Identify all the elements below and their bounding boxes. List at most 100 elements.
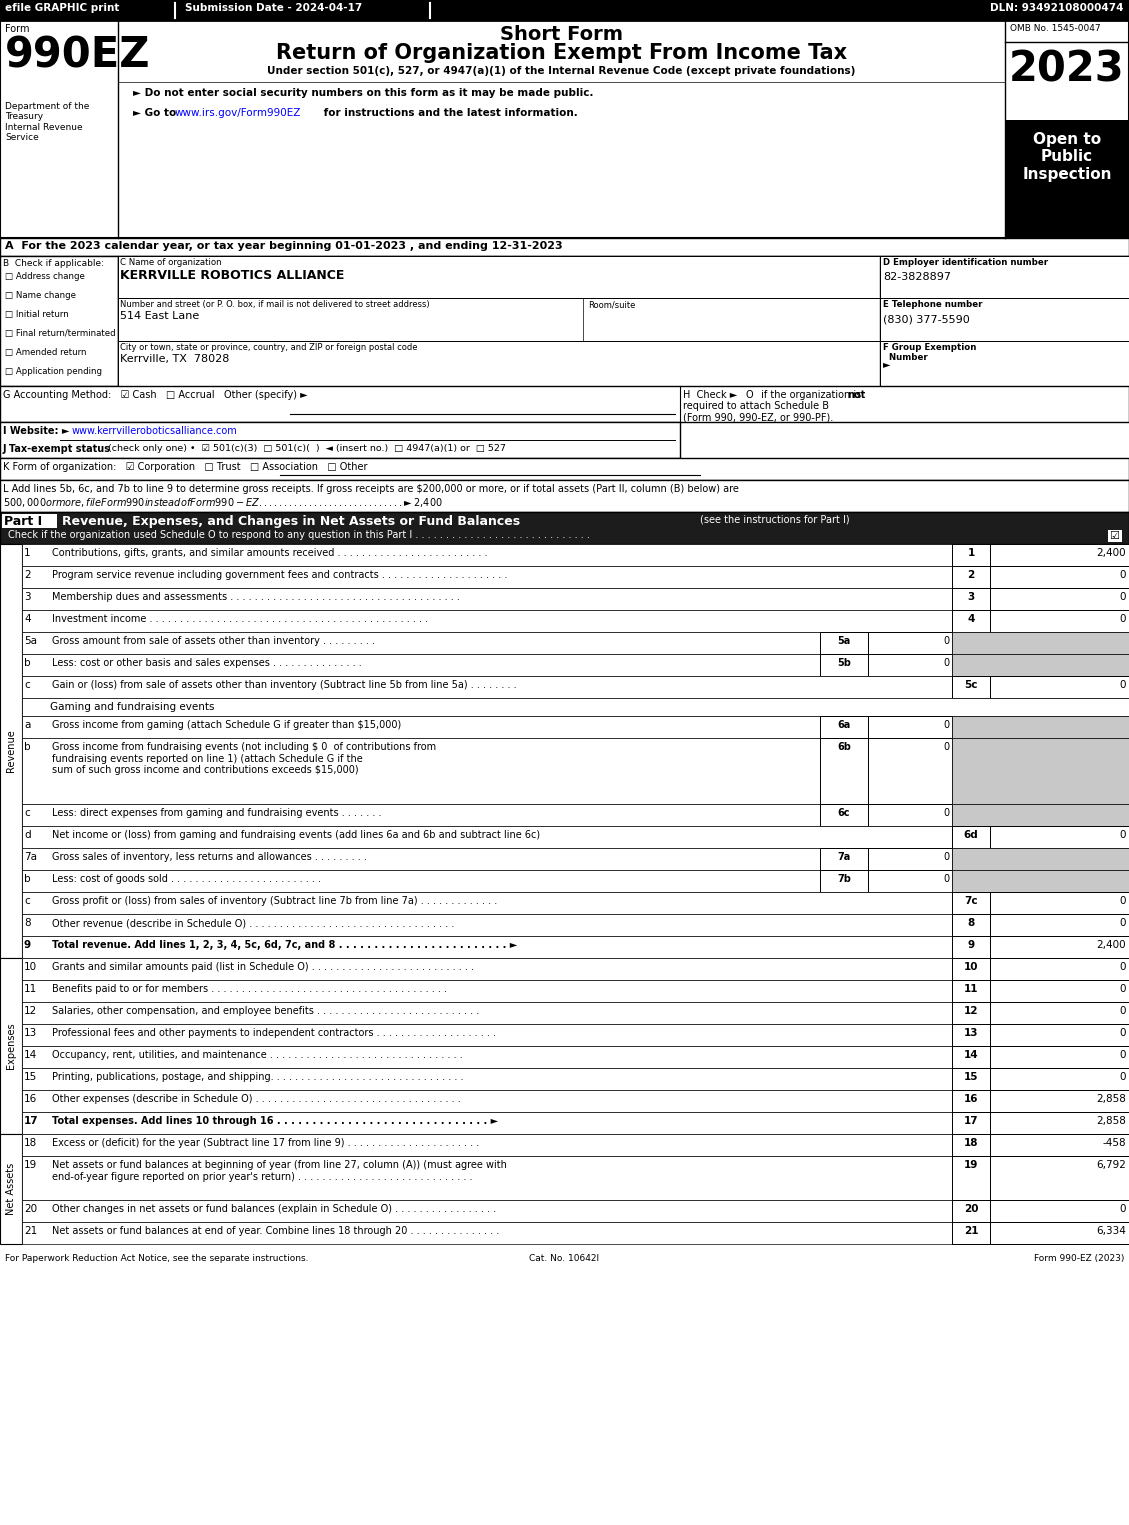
Text: K Form of organization:   ☑ Corporation   □ Trust   □ Association   □ Other: K Form of organization: ☑ Corporation □ … (3, 462, 368, 473)
Text: 4: 4 (968, 615, 974, 624)
Text: 20: 20 (964, 1205, 978, 1214)
Text: Gross amount from sale of assets other than inventory . . . . . . . . .: Gross amount from sale of assets other t… (52, 636, 375, 647)
Text: 0: 0 (1120, 984, 1126, 994)
Text: 6a: 6a (838, 720, 850, 730)
Bar (0, 958, 21, 1135)
Text: C Name of organization: C Name of organization (120, 258, 221, 267)
Bar (990, 544, 1129, 566)
Text: 5c: 5c (964, 680, 978, 689)
Bar (990, 936, 1129, 958)
Text: A  For the 2023 calendar year, or tax year beginning 01-01-2023 , and ending 12-: A For the 2023 calendar year, or tax yea… (5, 241, 562, 252)
Text: (830) 377-5590: (830) 377-5590 (883, 314, 970, 323)
Text: 0: 0 (1120, 570, 1126, 580)
Bar (0, 386, 1129, 422)
Bar (21, 1090, 1129, 1112)
Text: 21: 21 (964, 1226, 978, 1235)
Text: $500,000 or more, file Form 990 instead of Form 990-EZ . . . . . . . . . . . . .: $500,000 or more, file Form 990 instead … (3, 496, 443, 509)
Text: ►: ► (883, 358, 891, 369)
Text: Cat. No. 10642I: Cat. No. 10642I (530, 1254, 599, 1263)
Text: 18: 18 (24, 1138, 37, 1148)
Bar (990, 1200, 1129, 1222)
Text: Gross income from fundraising events (not including $ 0  of contributions from
f: Gross income from fundraising events (no… (52, 743, 436, 775)
Text: Net assets or fund balances at end of year. Combine lines 18 through 20 . . . . : Net assets or fund balances at end of ye… (52, 1226, 499, 1235)
Bar (820, 631, 868, 654)
Text: 0: 0 (1120, 680, 1126, 689)
Text: Return of Organization Exempt From Income Tax: Return of Organization Exempt From Incom… (275, 43, 847, 63)
Text: Short Form: Short Form (500, 24, 623, 44)
Bar (0, 422, 680, 457)
Bar (952, 804, 1129, 827)
Bar (990, 676, 1129, 698)
Text: Department of the
Treasury
Internal Revenue
Service: Department of the Treasury Internal Reve… (5, 102, 89, 142)
Text: ► Do not enter social security numbers on this form as it may be made public.: ► Do not enter social security numbers o… (133, 88, 594, 98)
Text: Number and street (or P. O. box, if mail is not delivered to street address): Number and street (or P. O. box, if mail… (120, 300, 430, 310)
Bar (990, 913, 1129, 936)
Bar (21, 804, 1129, 827)
Text: b: b (24, 874, 30, 884)
Bar (990, 1222, 1129, 1244)
Bar (820, 804, 868, 827)
Text: www.irs.gov/Form990EZ: www.irs.gov/Form990EZ (175, 108, 301, 117)
Text: 0: 0 (1120, 897, 1126, 906)
Text: 6c: 6c (838, 808, 850, 817)
Bar (868, 717, 952, 738)
Bar (21, 1023, 1129, 1046)
Bar (21, 936, 1129, 958)
Bar (21, 869, 1129, 892)
Text: Kerrville, TX  78028: Kerrville, TX 78028 (120, 354, 229, 364)
Text: 0: 0 (1120, 1051, 1126, 1060)
Text: J Tax-exempt status: J Tax-exempt status (3, 444, 111, 454)
Bar (21, 1112, 1129, 1135)
Text: Other changes in net assets or fund balances (explain in Schedule O) . . . . . .: Other changes in net assets or fund bala… (52, 1205, 496, 1214)
Bar (0, 480, 1129, 512)
Text: 0: 0 (1120, 830, 1126, 840)
Text: Total expenses. Add lines 10 through 16 . . . . . . . . . . . . . . . . . . . . : Total expenses. Add lines 10 through 16 … (52, 1116, 498, 1125)
Bar (0, 512, 1129, 544)
Bar (879, 297, 1129, 342)
Text: KERRVILLE ROBOTICS ALLIANCE: KERRVILLE ROBOTICS ALLIANCE (120, 268, 344, 282)
Bar (820, 738, 868, 804)
Bar (990, 1112, 1129, 1135)
Text: City or town, state or province, country, and ZIP or foreign postal code: City or town, state or province, country… (120, 343, 418, 352)
Bar (952, 654, 1129, 676)
Bar (990, 1090, 1129, 1112)
Text: 0: 0 (1120, 962, 1126, 971)
Bar (952, 566, 990, 589)
Text: Form 990-EZ (2023): Form 990-EZ (2023) (1034, 1254, 1124, 1263)
Text: 990EZ: 990EZ (5, 34, 150, 76)
Text: □ Application pending: □ Application pending (5, 368, 102, 377)
Text: 7a: 7a (24, 852, 37, 862)
Bar (952, 1002, 990, 1023)
Text: 1: 1 (968, 547, 974, 558)
Text: 3: 3 (24, 592, 30, 602)
Bar (952, 913, 990, 936)
Text: 12: 12 (24, 1006, 37, 1016)
Bar (952, 958, 990, 981)
Text: 0: 0 (1120, 1028, 1126, 1039)
Bar (868, 804, 952, 827)
Text: Grants and similar amounts paid (list in Schedule O) . . . . . . . . . . . . . .: Grants and similar amounts paid (list in… (52, 962, 474, 971)
Text: 0: 0 (943, 874, 949, 884)
Text: □ Initial return: □ Initial return (5, 310, 69, 319)
Text: 7a: 7a (838, 852, 850, 862)
Text: Salaries, other compensation, and employee benefits . . . . . . . . . . . . . . : Salaries, other compensation, and employ… (52, 1006, 479, 1016)
Text: not: not (847, 390, 865, 400)
Text: if the organization is: if the organization is (758, 390, 865, 400)
Bar (952, 676, 990, 698)
Bar (952, 1090, 990, 1112)
Text: 14: 14 (964, 1051, 979, 1060)
Text: 11: 11 (964, 984, 978, 994)
Text: Net Assets: Net Assets (6, 1164, 16, 1215)
Text: for instructions and the latest information.: for instructions and the latest informat… (320, 108, 578, 117)
Bar (952, 717, 1129, 738)
Text: 9: 9 (968, 939, 974, 950)
Bar (21, 589, 1129, 610)
Text: 2,400: 2,400 (1096, 547, 1126, 558)
Text: 0: 0 (943, 743, 949, 752)
Text: Other expenses (describe in Schedule O) . . . . . . . . . . . . . . . . . . . . : Other expenses (describe in Schedule O) … (52, 1093, 461, 1104)
Text: 82-3828897: 82-3828897 (883, 271, 951, 282)
Text: (see the instructions for Part I): (see the instructions for Part I) (700, 515, 850, 525)
Bar (21, 717, 1129, 738)
Text: 0: 0 (943, 720, 949, 730)
Bar (119, 297, 879, 342)
